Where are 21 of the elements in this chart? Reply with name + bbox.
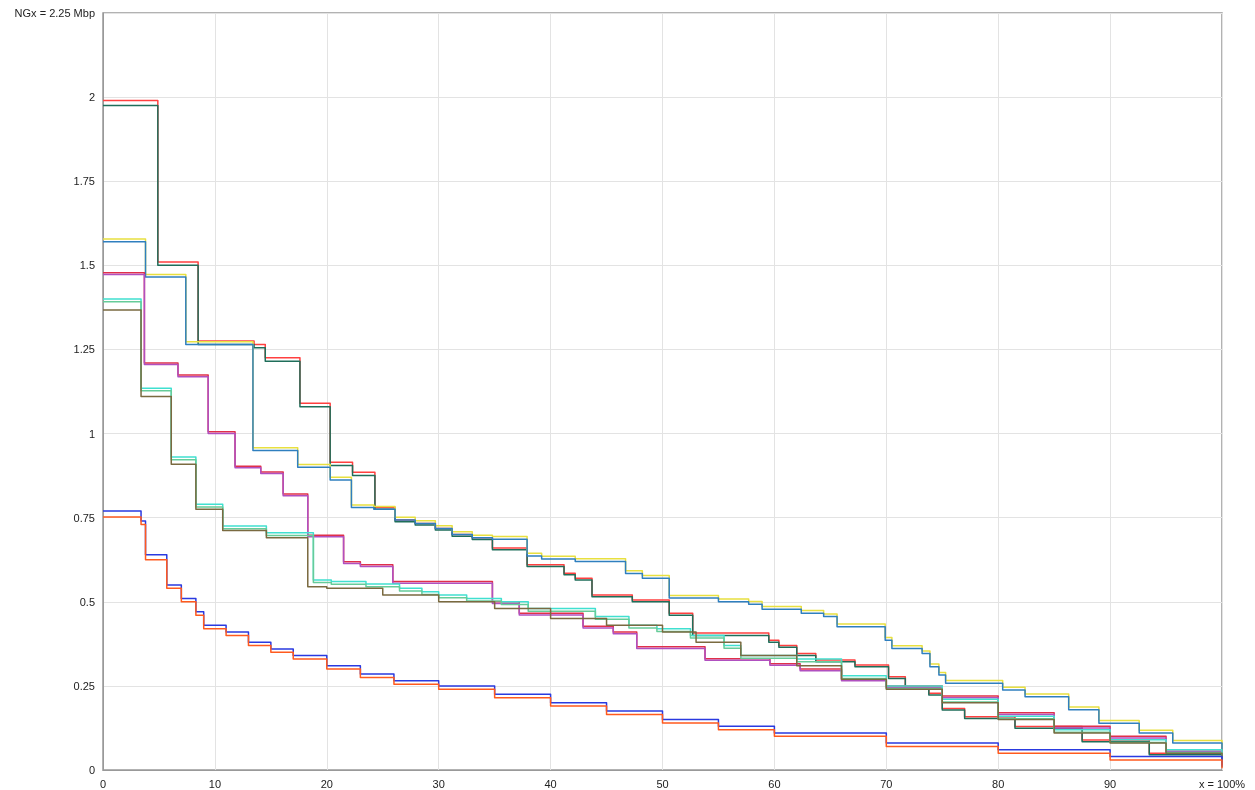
x-tick-label: 40 — [544, 777, 557, 790]
x-tick-label: 80 — [992, 777, 1005, 790]
y-tick-label: 0.5 — [79, 595, 95, 608]
y-tick-label: 1.25 — [73, 343, 95, 356]
x-tick-label: 70 — [880, 777, 893, 790]
x-tick-label: 20 — [320, 777, 333, 790]
y-tick-label: 0.25 — [73, 679, 95, 692]
x-tick-label: 10 — [208, 777, 222, 790]
x-tick-label: 50 — [656, 777, 669, 790]
y-tick-label: NGx = 2.25 Mbp — [14, 7, 95, 19]
y-tick-label: 0.75 — [73, 511, 95, 524]
y-tick-label: 1.5 — [79, 259, 95, 272]
y-tick-label: 0 — [88, 764, 95, 776]
x-tick-label: 60 — [768, 777, 781, 790]
x-tick-label: 30 — [432, 777, 445, 790]
y-tick-label: 2 — [88, 91, 95, 104]
y-tick-label: 1.75 — [73, 175, 95, 188]
x-tick-label: 0 — [99, 777, 107, 790]
x-tick-label: x = 100% — [1198, 777, 1246, 790]
y-tick-label: 1 — [88, 427, 95, 440]
x-tick-label: 90 — [1103, 777, 1117, 790]
